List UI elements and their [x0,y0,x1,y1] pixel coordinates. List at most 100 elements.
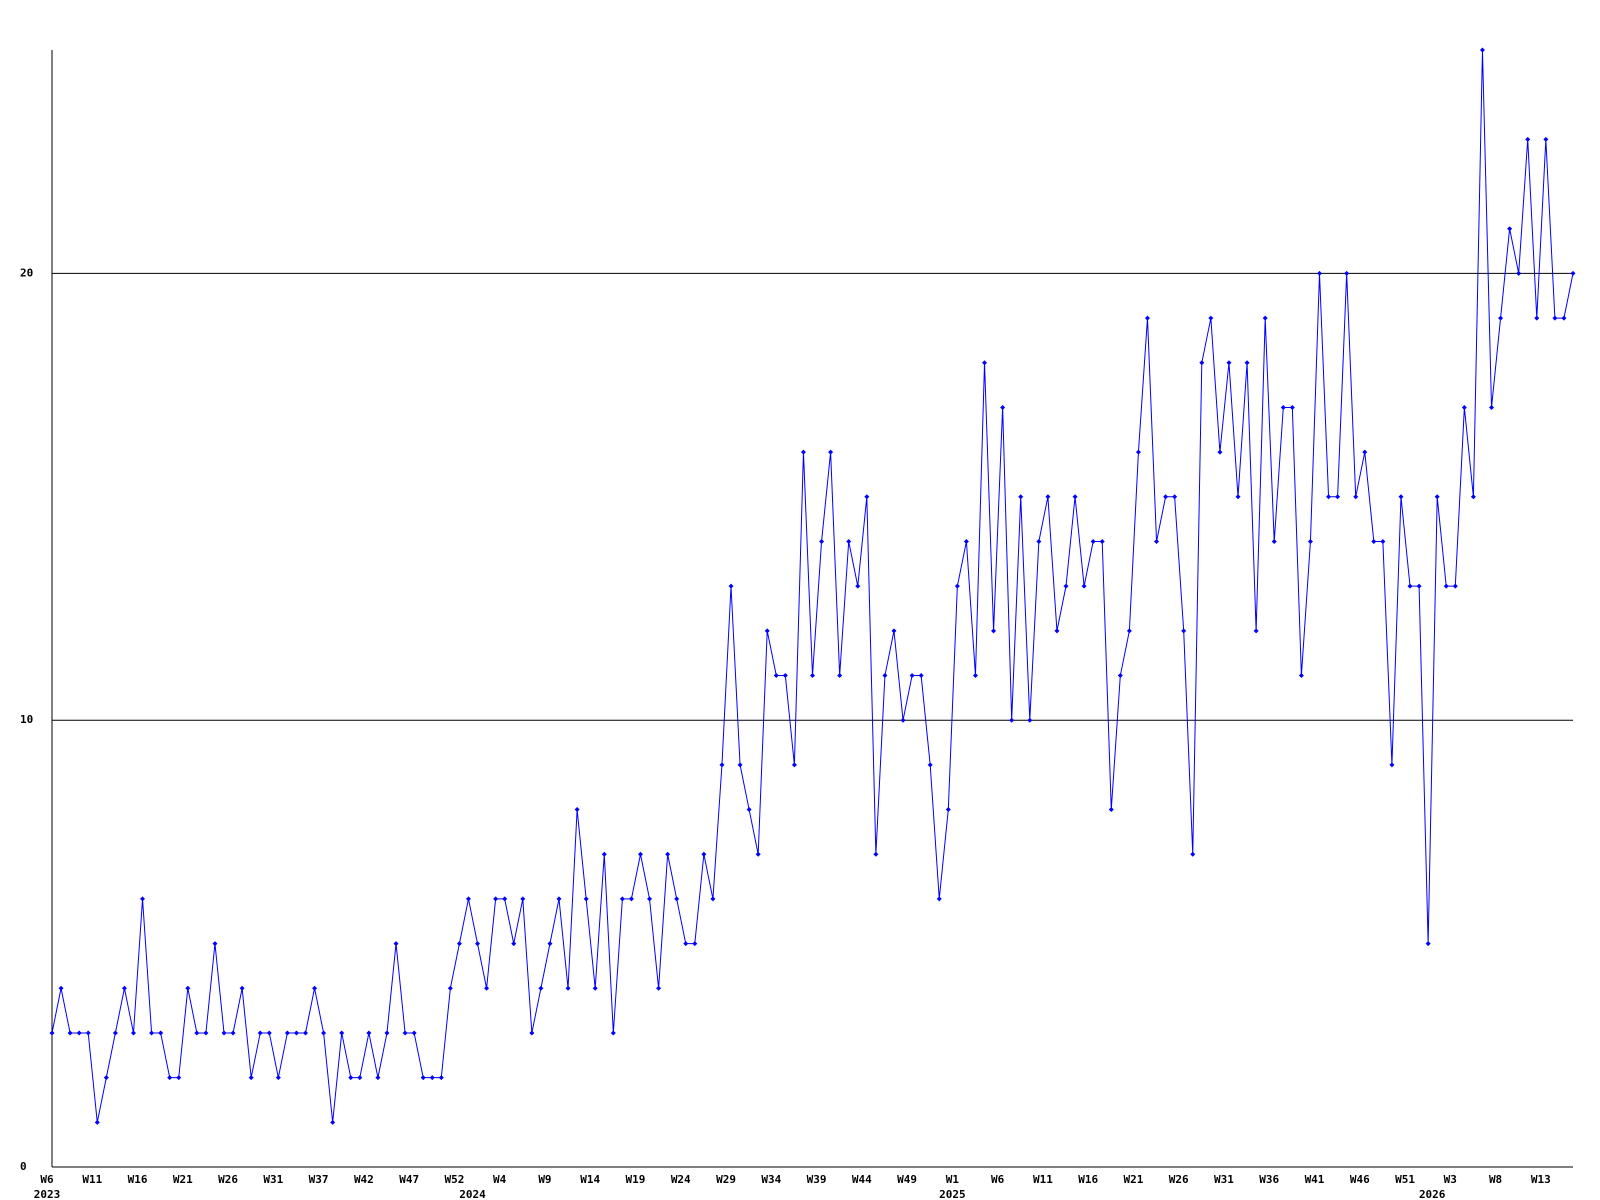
data-point [1298,673,1304,679]
data-point [601,851,607,857]
x-tick-label: W9 [538,1173,551,1186]
data-point [873,851,879,857]
data-point [321,1030,327,1036]
data-point [1108,807,1114,813]
data-point [991,628,997,634]
data-point [1516,270,1522,276]
data-point [855,583,861,589]
data-point [293,1030,299,1036]
data-point [420,1075,426,1081]
data-point [239,985,245,991]
data-point [982,360,988,366]
data-point [864,494,870,500]
data-point [1262,315,1268,321]
x-tick-label: W44 [852,1173,872,1186]
data-point [1479,47,1485,53]
data-point [1498,315,1504,321]
data-point [158,1030,164,1036]
data-point [1416,583,1422,589]
data-point [429,1075,435,1081]
data-point [1489,404,1495,410]
data-point [1144,315,1150,321]
x-tick-label: W4 [493,1173,507,1186]
data-point [592,985,598,991]
data-point [1271,538,1277,544]
data-point [266,1030,272,1036]
x-tick-label: W11 [82,1173,102,1186]
x-tick-label: W31 [1214,1173,1234,1186]
data-point [936,896,942,902]
x-tick-label: W16 [128,1173,148,1186]
x-tick-label: W13 [1531,1173,1551,1186]
data-point [1190,851,1196,857]
data-point [447,985,453,991]
data-point [628,896,634,902]
x-tick-label: W49 [897,1173,917,1186]
x-tick-label: W29 [716,1173,736,1186]
x-tick-label: W14 [580,1173,600,1186]
data-point [375,1075,381,1081]
data-point [438,1075,444,1081]
x-tick-label: W47 [399,1173,419,1186]
x-tick-label: W31 [263,1173,283,1186]
data-point [547,941,553,947]
year-label: 2025 [939,1188,966,1200]
data-point [1244,360,1250,366]
x-tick-label: W52 [444,1173,464,1186]
data-point [357,1075,363,1081]
data-point [1135,449,1141,455]
data-point [511,941,517,947]
data-point [683,941,689,947]
data-point [393,941,399,947]
data-point [67,1030,73,1036]
data-point [692,941,698,947]
data-point [275,1075,281,1081]
data-point [456,941,462,947]
data-point [1570,270,1576,276]
data-point [1099,538,1105,544]
data-point [203,1030,209,1036]
data-point [1154,538,1160,544]
data-point [1307,538,1313,544]
data-point [945,807,951,813]
data-point [737,762,743,768]
data-point [484,985,490,991]
data-point [1543,136,1549,142]
data-point [1199,360,1205,366]
data-point [1045,494,1051,500]
data-point [1036,538,1042,544]
data-point [303,1030,308,1036]
x-tick-label: W26 [218,1173,238,1186]
data-point [140,896,146,902]
data-point [791,762,797,768]
data-point [819,538,825,544]
data-point [891,628,897,634]
data-point [1063,583,1069,589]
data-point [800,449,806,455]
data-point [411,1030,417,1036]
x-tick-label: W21 [173,1173,193,1186]
data-point [1525,136,1531,142]
data-point [1126,628,1132,634]
data-point [1235,494,1241,500]
data-point [1389,762,1395,768]
data-point [538,985,544,991]
data-point [1534,315,1540,321]
x-tick-label: W41 [1305,1173,1325,1186]
data-point [1335,494,1341,500]
data-point [755,851,761,857]
data-point [366,1030,372,1036]
y-tick-label: 20 [20,266,33,279]
data-point [810,673,815,679]
data-point [782,673,788,679]
data-point [221,1030,227,1036]
x-tick-label: W8 [1489,1173,1502,1186]
data-point [312,985,318,991]
data-point [1000,404,1006,410]
data-point [610,1030,616,1036]
x-tick-label: W3 [1444,1173,1457,1186]
data-point [619,896,625,902]
data-point [972,673,978,679]
data-point [846,538,852,544]
